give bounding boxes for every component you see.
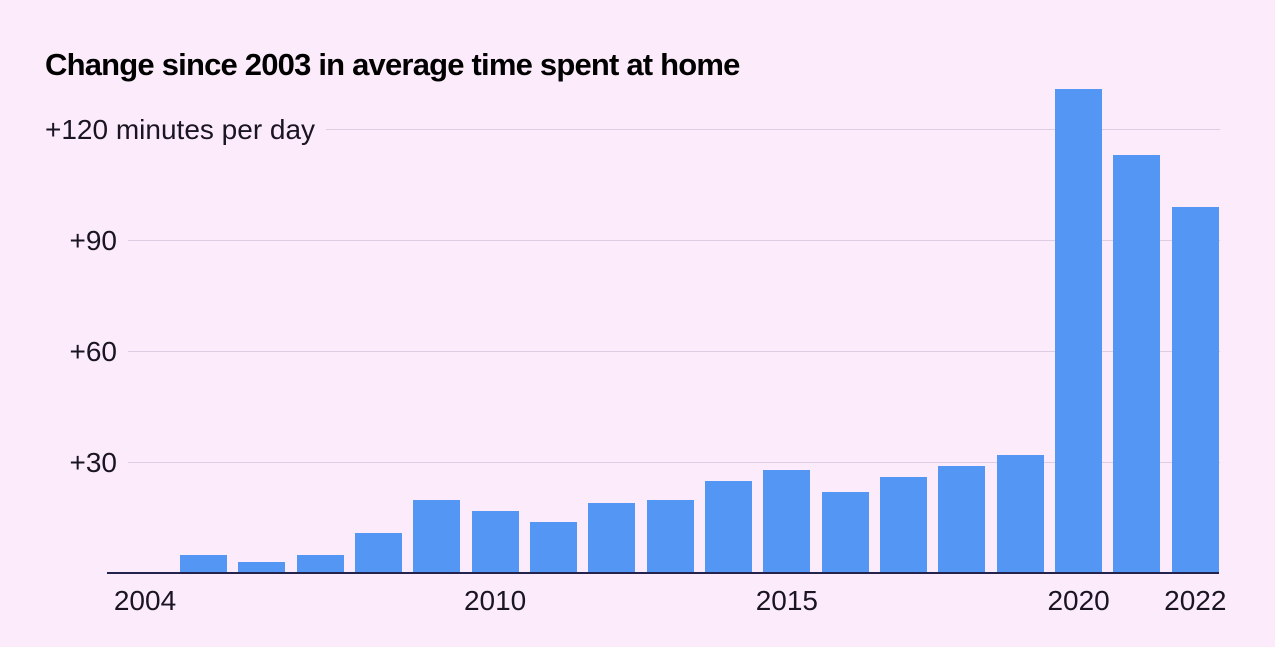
- gridline-30: [128, 462, 1220, 463]
- gridline-120: [326, 129, 1220, 130]
- y-gridline-row-60: +60: [45, 336, 1220, 368]
- bar-2017: [880, 477, 928, 574]
- x-axis-line: [107, 571, 1219, 574]
- y-tick-label-30: +30: [69, 446, 118, 478]
- bar-2019: [996, 455, 1044, 574]
- y-gridline-row-120: +120 minutes per day: [45, 114, 1220, 146]
- y-tick-label-120: +120 minutes per day: [45, 113, 316, 145]
- x-tick-label-2020: 2020: [1047, 585, 1110, 616]
- bar-2012: [588, 503, 636, 574]
- x-tick-label-2010: 2010: [463, 585, 527, 616]
- bar-2022: [1171, 207, 1219, 574]
- chart-title: Change since 2003 in average time spent …: [45, 47, 740, 82]
- y-gridline-row-30: +30: [45, 447, 1220, 479]
- bar-2006: [238, 562, 286, 574]
- bar-2020: [1055, 88, 1103, 574]
- gridline-90: [128, 240, 1220, 241]
- bar-2013: [646, 499, 694, 574]
- bar-2016: [821, 492, 869, 574]
- bar-2010: [471, 510, 519, 574]
- bar-2015: [763, 469, 811, 574]
- y-tick-label-90: +90: [69, 224, 118, 256]
- bar-2021: [1113, 155, 1161, 574]
- bar-2011: [529, 521, 577, 574]
- bar-2018: [938, 466, 986, 574]
- bar-2009: [413, 499, 461, 574]
- bar-2008: [354, 532, 402, 574]
- x-tick-label-2004: 2004: [113, 585, 177, 616]
- y-tick-label-60: +60: [69, 335, 118, 367]
- bar-2014: [705, 481, 752, 574]
- bar-2005: [179, 555, 227, 574]
- x-tick-label-2015: 2015: [755, 585, 818, 616]
- bar-2007: [296, 555, 344, 574]
- x-tick-label-2022: 2022: [1164, 585, 1227, 616]
- y-gridline-row-90: +90: [45, 225, 1220, 257]
- gridline-60: [128, 351, 1220, 352]
